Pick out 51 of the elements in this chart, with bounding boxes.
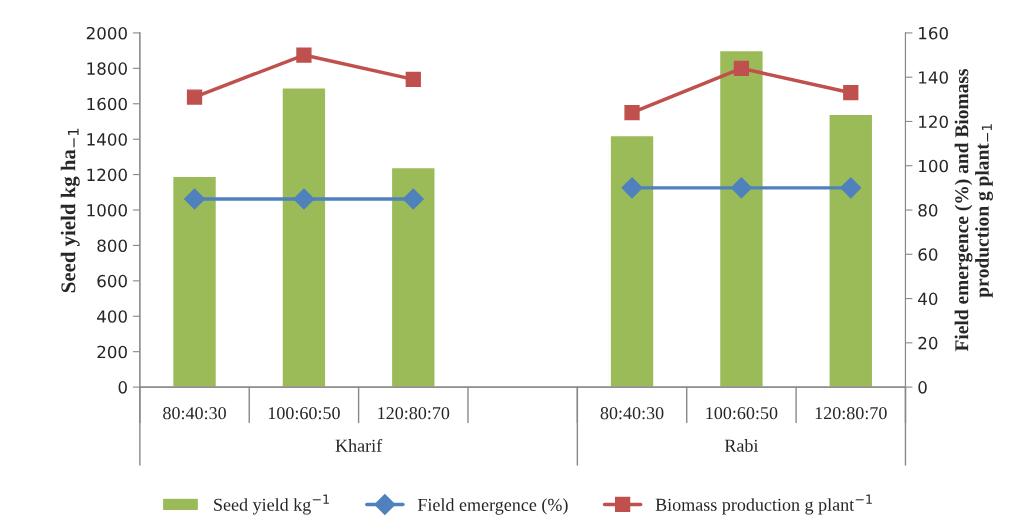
point xyxy=(184,188,206,210)
point xyxy=(621,177,643,199)
y-tick-label: 800 xyxy=(97,239,127,252)
x-tick-label: 80:40:30 xyxy=(600,407,664,420)
y-tick-label: 1000 xyxy=(87,203,127,217)
y2-tick-label: 100 xyxy=(919,159,948,173)
y2-tick-label: 60 xyxy=(918,248,938,261)
x-tick-label: 80:40:30 xyxy=(163,407,226,420)
point xyxy=(293,188,315,210)
legend-label: Seed yield kg$^{−1}$ xyxy=(214,494,329,515)
y2-tick-label: 160 xyxy=(919,26,948,40)
x-tick-label: 120:80:70 xyxy=(378,407,450,420)
bar xyxy=(609,134,655,388)
bar xyxy=(828,113,874,388)
bar xyxy=(281,87,327,388)
text: Kharif xyxy=(335,438,383,452)
point xyxy=(840,177,862,199)
y-tick-label: 2000 xyxy=(86,26,127,40)
bar xyxy=(718,49,764,388)
y-tick-label: 400 xyxy=(97,310,127,323)
point xyxy=(730,177,752,199)
point xyxy=(405,71,421,88)
text: Rabi xyxy=(724,439,759,452)
point xyxy=(402,188,424,210)
y2-axis-title: Field emergence (%) and Biomass production g plant$_{−1}$ xyxy=(954,69,993,352)
y-tick-label: 0 xyxy=(118,381,127,394)
x-tick-label: 120:80:70 xyxy=(815,407,887,420)
point xyxy=(733,60,750,76)
y2-tick-label: 20 xyxy=(918,336,938,350)
y-tick-label: 1400 xyxy=(87,133,127,146)
point xyxy=(296,47,312,63)
y-tick-label: 600 xyxy=(97,274,127,288)
x-tick-label: 100:60:50 xyxy=(706,407,778,420)
y2-tick-label: 80 xyxy=(918,203,938,217)
y2-tick-label: 0 xyxy=(918,381,927,394)
y-axis-title: Seed yield kg ha$_{−1}$ xyxy=(60,128,80,293)
y2-tick-label: 120 xyxy=(919,115,948,129)
y-tick-label: 1600 xyxy=(87,97,127,111)
legend-label: Field emergence (%) xyxy=(417,498,568,515)
x-tick-label: 100:60:50 xyxy=(268,407,340,420)
legend-label: Biomass production g plant$^{−1}$ xyxy=(655,494,872,515)
point xyxy=(624,104,640,121)
y2-tick-label: 40 xyxy=(918,292,938,306)
y-tick-label: 1200 xyxy=(87,168,127,182)
bar xyxy=(390,166,436,388)
y-tick-label: 200 xyxy=(97,345,127,359)
point xyxy=(843,85,859,101)
bar xyxy=(171,175,218,388)
y2-tick-label: 140 xyxy=(919,71,948,84)
y-tick-label: 1800 xyxy=(87,62,127,75)
point xyxy=(186,89,203,105)
